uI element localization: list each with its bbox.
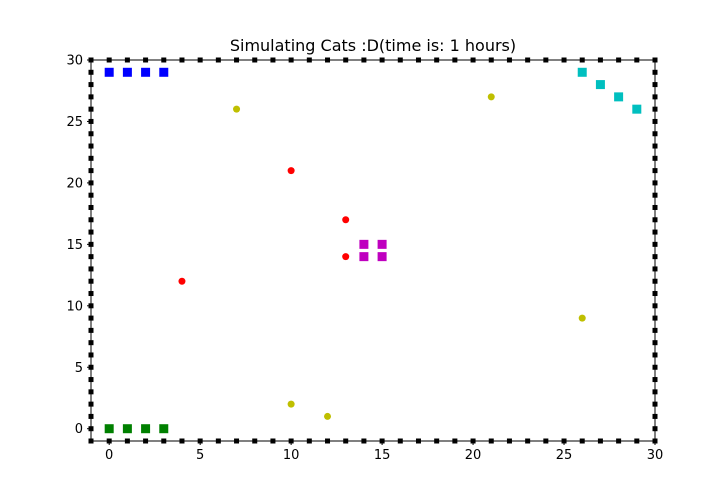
square-point bbox=[159, 424, 169, 434]
square-point bbox=[159, 67, 169, 77]
circle-point bbox=[342, 253, 350, 261]
square-point bbox=[104, 424, 114, 434]
square-point bbox=[577, 67, 587, 77]
circle-point bbox=[342, 216, 350, 224]
data-points bbox=[104, 67, 642, 434]
y-tick-label: 10 bbox=[66, 299, 83, 314]
x-tick-label: 25 bbox=[556, 448, 573, 463]
y-tick-label: 5 bbox=[75, 361, 83, 376]
circle-point bbox=[324, 412, 332, 420]
y-tick-label: 15 bbox=[66, 238, 83, 253]
x-tick-label: 30 bbox=[647, 448, 664, 463]
square-point bbox=[595, 80, 605, 90]
x-tick-label: 5 bbox=[196, 448, 204, 463]
square-point bbox=[122, 67, 132, 77]
square-point bbox=[141, 67, 151, 77]
circle-point bbox=[233, 105, 241, 113]
y-tick-label: 30 bbox=[66, 54, 83, 69]
square-point bbox=[104, 67, 114, 77]
y-tick-label: 0 bbox=[75, 422, 83, 437]
square-point bbox=[141, 424, 151, 434]
circle-point bbox=[578, 314, 586, 322]
circle-point bbox=[287, 400, 295, 408]
square-point bbox=[377, 252, 387, 262]
x-tick-label: 0 bbox=[105, 448, 113, 463]
y-tick-label: 20 bbox=[66, 176, 83, 191]
chart-title: Simulating Cats :D(time is: 1 hours) bbox=[230, 36, 516, 55]
square-point bbox=[614, 92, 624, 102]
square-point bbox=[122, 424, 132, 434]
square-point bbox=[632, 104, 642, 114]
circle-point bbox=[178, 277, 186, 285]
x-tick-label: 20 bbox=[465, 448, 482, 463]
y-tick-label: 25 bbox=[66, 115, 83, 130]
square-point bbox=[359, 252, 369, 262]
wall-markers bbox=[88, 57, 658, 444]
square-point bbox=[377, 239, 387, 249]
axis-ticks: 0 5 10 15 20 25 30 0 5 10 15 20 25 30 bbox=[66, 54, 663, 464]
circle-point bbox=[487, 93, 495, 101]
x-tick-label: 15 bbox=[374, 448, 391, 463]
circle-point bbox=[287, 167, 295, 175]
x-tick-label: 10 bbox=[283, 448, 300, 463]
axes-frame bbox=[90, 59, 656, 442]
square-point bbox=[359, 239, 369, 249]
